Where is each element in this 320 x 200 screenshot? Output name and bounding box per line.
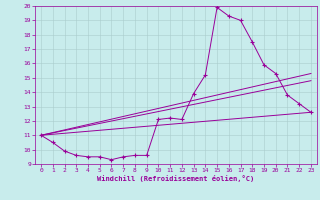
X-axis label: Windchill (Refroidissement éolien,°C): Windchill (Refroidissement éolien,°C) (97, 175, 255, 182)
